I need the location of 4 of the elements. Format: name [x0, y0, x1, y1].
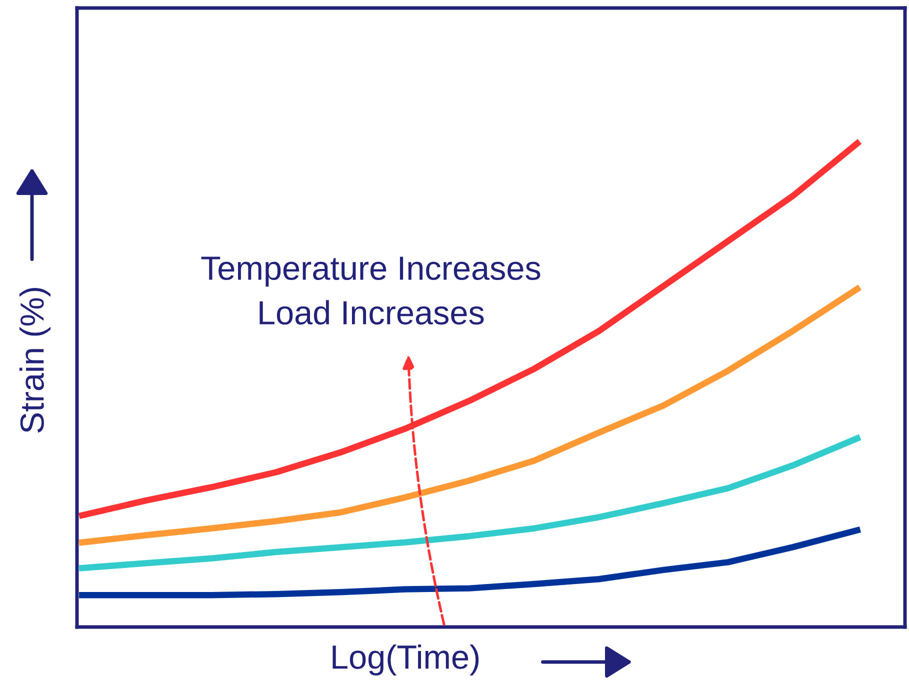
y-axis-title: Strain (%)	[19, 288, 51, 433]
annotation: Load Increases	[260, 300, 484, 325]
x-axis-title: Log(Time)	[332, 644, 479, 676]
annotation: Temperature Increases	[201, 256, 540, 287]
